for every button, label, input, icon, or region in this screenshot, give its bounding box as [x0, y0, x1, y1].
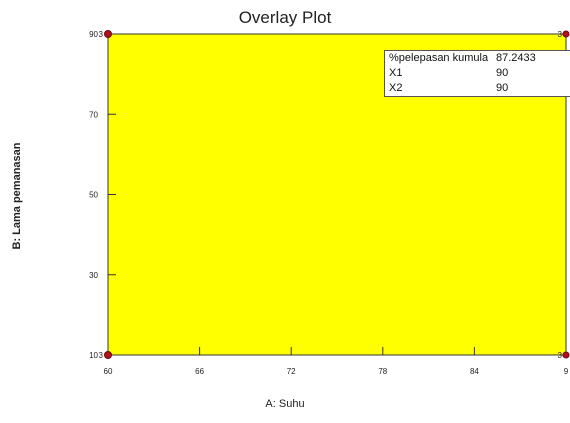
- design-point: [104, 30, 112, 38]
- annotation-value: 87.2433: [496, 52, 536, 64]
- annotation-value: 90: [496, 82, 509, 94]
- y-tick-label: 10: [89, 351, 98, 360]
- annotation-row: X2 90: [385, 81, 570, 96]
- x-axis-label: A: Suhu: [265, 398, 305, 410]
- design-point: [104, 351, 112, 359]
- design-point-count: 3: [99, 30, 104, 39]
- flag-annotation-box: %pelepasan kumula 87.2433 X1 90 X2 90: [384, 50, 570, 97]
- design-point-count: 3: [558, 351, 563, 360]
- y-tick-label: 30: [89, 271, 98, 280]
- y-tick-label: 50: [89, 191, 98, 200]
- y-axis-label: B: Lama pemanasan: [11, 142, 23, 250]
- annotation-row: X1 90: [385, 66, 570, 81]
- annotation-row: %pelepasan kumula 87.2433: [385, 51, 570, 66]
- x-tick-label: 9: [564, 367, 569, 376]
- y-tick-label: 90: [89, 30, 98, 39]
- design-point-count: 3: [99, 351, 104, 360]
- annotation-key: %pelepasan kumula: [389, 52, 489, 64]
- annotation-value: 90: [496, 67, 509, 79]
- x-tick-label: 72: [287, 367, 296, 376]
- design-point: [562, 351, 570, 359]
- y-tick-label: 70: [89, 110, 98, 119]
- annotation-key: X1: [389, 67, 403, 79]
- design-point-count: 3: [558, 30, 563, 39]
- x-tick-label: 66: [195, 367, 204, 376]
- annotation-key: X2: [389, 82, 403, 94]
- x-tick-label: 60: [104, 367, 113, 376]
- x-tick-label: 78: [378, 367, 387, 376]
- x-tick-label: 84: [470, 367, 479, 376]
- design-point: [562, 30, 570, 38]
- chart-title: Overlay Plot: [238, 8, 332, 27]
